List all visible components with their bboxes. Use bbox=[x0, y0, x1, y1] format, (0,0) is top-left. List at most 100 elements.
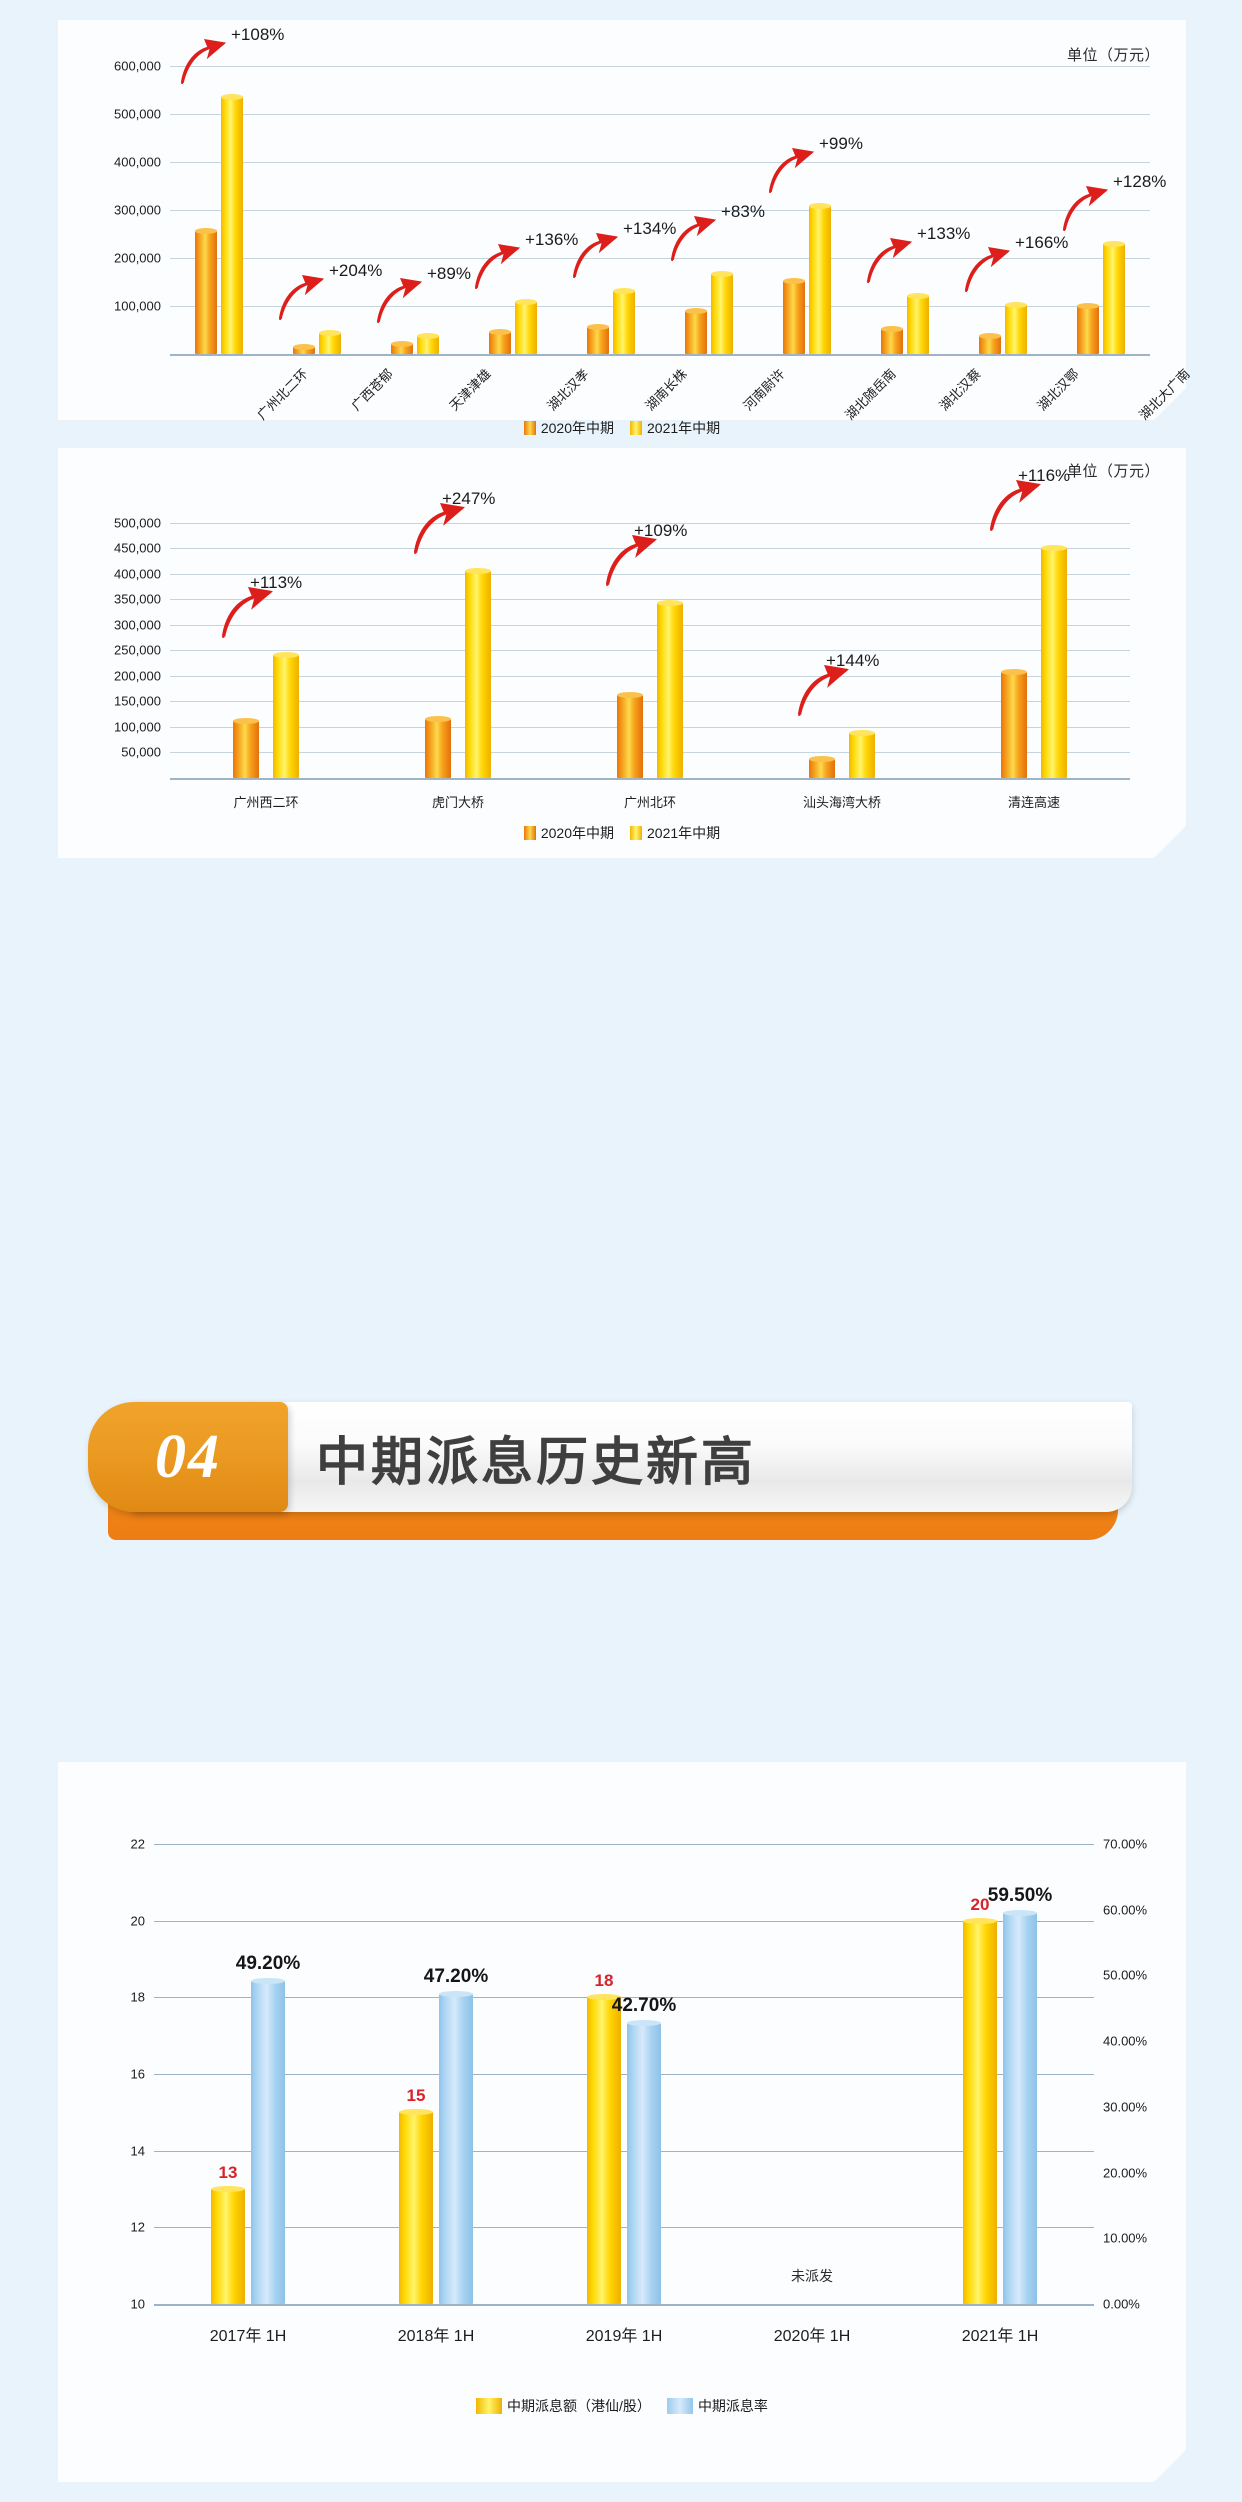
gridline: 400,000 bbox=[114, 155, 1150, 170]
bar-cap bbox=[417, 333, 439, 340]
y-axis-tick: 100,000 bbox=[114, 719, 161, 735]
chart1-unit-label: 单位（万元） bbox=[1066, 47, 1160, 64]
bar-cap bbox=[489, 329, 511, 336]
y-axis-left-tick: 12 bbox=[130, 2219, 145, 2235]
bar-2021 bbox=[319, 330, 341, 354]
gridline: 50,000 bbox=[121, 745, 1130, 760]
bar-group bbox=[660, 66, 758, 354]
bar-2020 bbox=[233, 718, 259, 778]
y-axis-tick: 200,000 bbox=[114, 250, 161, 266]
no-dividend-note: 未派发 bbox=[791, 2268, 833, 2284]
y-axis-right-tick: 60.00% bbox=[1103, 1902, 1148, 1918]
y-axis-tick: 100,000 bbox=[114, 298, 161, 314]
bar-group bbox=[268, 66, 366, 354]
bar-2020 bbox=[391, 341, 413, 354]
bar-cap bbox=[881, 326, 903, 333]
bar-cap bbox=[221, 94, 243, 101]
bar-cap bbox=[399, 2109, 433, 2116]
legend-item-2020: 2020年中期 bbox=[523, 418, 614, 438]
bar-cap bbox=[391, 341, 413, 348]
bar-cap bbox=[515, 299, 537, 306]
bar-cap bbox=[319, 330, 341, 337]
growth-arrow bbox=[414, 502, 466, 560]
growth-annotation: +247% bbox=[442, 488, 496, 508]
legend-label-2021: 2021年中期 bbox=[647, 420, 721, 436]
bar-value-label-dividend: 13 bbox=[218, 2163, 238, 2182]
growth-annotation: +109% bbox=[634, 521, 688, 541]
y-axis-left-tick: 20 bbox=[130, 1913, 145, 1929]
y-axis-left-tick: 22 bbox=[130, 1836, 145, 1852]
banner-plate bbox=[132, 1402, 1132, 1512]
x-axis-label: 清连高速 bbox=[1007, 795, 1061, 810]
bar-2020 bbox=[809, 756, 835, 778]
x-axis-label: 广州北二环 bbox=[254, 366, 311, 423]
growth-arrow-icon bbox=[769, 148, 815, 194]
y-axis-tick: 150,000 bbox=[114, 693, 161, 709]
y-axis-tick: 350,000 bbox=[114, 591, 161, 607]
chart1-legend: 2020年中期 2021年中期 bbox=[58, 418, 1186, 438]
growth-arrow-icon bbox=[867, 237, 913, 283]
growth-arrow bbox=[990, 480, 1042, 537]
bar-2020 bbox=[489, 329, 511, 354]
bar-cap bbox=[587, 324, 609, 331]
bar-value-label-dividend: 18 bbox=[594, 1971, 614, 1991]
x-axis-label: 广州西二环 bbox=[233, 795, 299, 810]
bar-2020 bbox=[1001, 668, 1027, 778]
legend-item-payout-ratio: 中期派息率 bbox=[666, 2396, 768, 2416]
gridline: 300,000 bbox=[114, 203, 1150, 218]
legend-label-2021: 2021年中期 bbox=[647, 825, 721, 841]
chart3-card: 10 12 14 16 18 20 22 0.00% 10.00% 20.00% 30.00% 40.… bbox=[58, 1762, 1187, 2483]
legend-swatch-2021-icon bbox=[630, 826, 642, 840]
bar-2021 bbox=[417, 333, 439, 354]
x-axis-label: 2018年 1H bbox=[397, 2328, 475, 2345]
bar-cap bbox=[195, 227, 217, 234]
bar-2020 bbox=[617, 691, 643, 778]
gridline: 100,000 bbox=[114, 719, 1130, 734]
bar-group bbox=[464, 66, 562, 354]
x-axis-line bbox=[154, 2304, 1094, 2306]
bar-cap bbox=[809, 756, 835, 763]
bar-group bbox=[342, 1844, 530, 2304]
bar-cap bbox=[657, 600, 683, 607]
legend-label-payout-ratio: 中期派息率 bbox=[697, 2398, 768, 2414]
bar-payout-ratio bbox=[1003, 1910, 1037, 2304]
bar-value-label-payout: 42.70% bbox=[611, 1995, 677, 2017]
banner-number-badge: 04 bbox=[88, 1402, 288, 1512]
gridline: 16 bbox=[131, 2067, 1094, 2082]
bar-group bbox=[856, 66, 954, 354]
bar-cap bbox=[1001, 668, 1027, 675]
growth-arrow bbox=[475, 244, 521, 295]
legend-label-2020: 2020年中期 bbox=[540, 825, 614, 841]
bar-cap bbox=[211, 2186, 245, 2192]
bar-2021 bbox=[657, 600, 683, 778]
bar-dividend bbox=[587, 1994, 621, 2304]
bar-2021 bbox=[1103, 240, 1125, 354]
gridline: 18 bbox=[131, 1990, 1094, 2005]
bar-value-label-payout: 49.20% bbox=[235, 1952, 301, 1974]
x-axis-label: 湖北大广南 bbox=[1136, 366, 1193, 423]
bar-cap bbox=[251, 1977, 285, 1984]
legend-label-dividend: 中期派息额（港仙/股） bbox=[507, 2398, 651, 2414]
gridline: 250,000 bbox=[114, 643, 1130, 658]
bar-cap bbox=[963, 1917, 997, 1924]
growth-arrow bbox=[222, 586, 274, 644]
legend-swatch-2020-icon bbox=[523, 421, 536, 435]
bar-value-label-payout: 47.20% bbox=[423, 1965, 489, 1987]
bar-group bbox=[1052, 66, 1150, 354]
bar-group bbox=[170, 66, 268, 354]
gridline: 100,000 bbox=[114, 299, 1150, 314]
chart2-card: 单位（万元） 50,000 100,000 150,000 200,000 250,00… bbox=[58, 448, 1187, 859]
legend-swatch-payout-icon bbox=[666, 2398, 693, 2414]
growth-arrow bbox=[671, 216, 717, 267]
bar-cap bbox=[711, 271, 733, 278]
gridline: 150,000 bbox=[114, 694, 1130, 709]
growth-arrow-icon bbox=[475, 244, 521, 290]
x-axis-label: 湖北汉蔡 bbox=[936, 366, 984, 414]
growth-annotation: +134% bbox=[623, 218, 677, 238]
bar-2020 bbox=[293, 344, 315, 354]
bar-2021 bbox=[515, 299, 537, 354]
bar-2021 bbox=[809, 203, 831, 354]
y-axis-tick: 300,000 bbox=[114, 617, 161, 633]
bar-cap bbox=[685, 307, 707, 314]
x-axis-line bbox=[170, 354, 1150, 356]
